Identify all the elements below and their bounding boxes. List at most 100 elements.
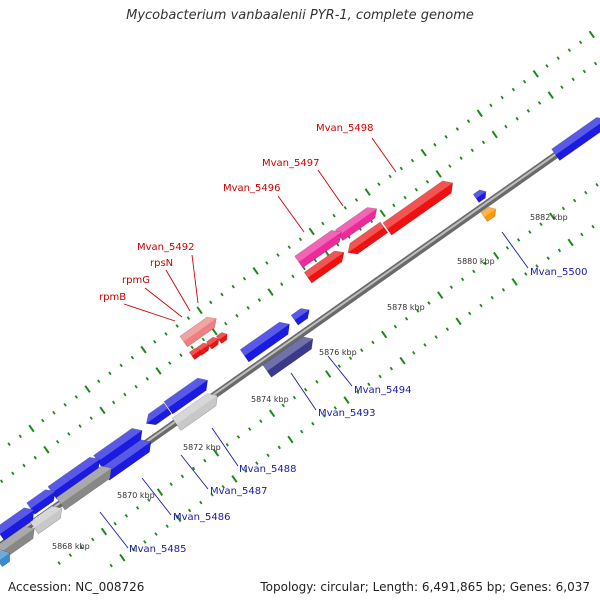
tick-mark xyxy=(315,379,319,384)
tick-mark xyxy=(528,230,532,234)
gene-mvan-5496b[interactable] xyxy=(344,221,389,258)
gene-label-mvan-5500[interactable]: Mvan_5500 xyxy=(530,267,587,278)
gene-mvan-5486a[interactable] xyxy=(47,453,104,500)
gene-mvan-5485-shine xyxy=(29,506,62,528)
gene-mvan-5490[interactable] xyxy=(163,374,212,415)
gene-mvan-5497[interactable] xyxy=(335,203,380,241)
leader-line xyxy=(141,477,172,516)
tick-mark xyxy=(259,419,263,424)
tick-mark xyxy=(304,387,308,392)
gene-mvan-5496[interactable] xyxy=(294,226,346,269)
tick-mark xyxy=(211,327,218,336)
gene-rpmb-b[interactable] xyxy=(215,330,229,344)
tick-mark xyxy=(371,340,375,345)
kbp-label: 5882 kbp xyxy=(530,213,568,222)
gene-mvan-5494b[interactable] xyxy=(290,305,313,326)
tick-mark xyxy=(483,261,487,266)
tick-mark xyxy=(199,500,203,505)
gene-mvan-5490-shine xyxy=(164,378,208,408)
gene-mvan-5493[interactable] xyxy=(262,333,317,378)
tick-mark xyxy=(130,355,135,360)
tick-mark xyxy=(526,109,530,113)
tick-mark xyxy=(588,30,595,39)
gene-label-mvan-5486[interactable]: Mvan_5486 xyxy=(173,512,230,523)
tick-mark xyxy=(113,521,117,526)
tick-mark xyxy=(255,461,259,465)
tick-mark xyxy=(308,227,315,236)
gene-mvan-5489[interactable] xyxy=(143,402,172,429)
gene-mvan-5496c[interactable] xyxy=(303,247,347,284)
tick-mark xyxy=(276,253,280,257)
gene-mvan-5500a-shine xyxy=(473,189,486,199)
gene-label-mvan-5492[interactable]: Mvan_5492 xyxy=(137,242,194,253)
leader-line xyxy=(317,169,344,207)
tick-mark xyxy=(545,64,549,68)
gene-rpmb[interactable] xyxy=(188,346,202,360)
gene-label-mvan-5487[interactable]: Mvan_5487 xyxy=(210,486,267,497)
gene-mvan-5489-shine xyxy=(146,403,168,424)
tick-mark xyxy=(67,432,71,436)
leader-line xyxy=(165,269,191,312)
tick-mark xyxy=(455,127,459,131)
gene-mvan-5483[interactable] xyxy=(0,547,14,568)
gene-label-mvan-5497[interactable]: Mvan_5497 xyxy=(262,158,319,169)
tick-mark xyxy=(459,156,463,160)
gene-label-rpmb[interactable]: rpmB xyxy=(99,292,126,303)
gene-label-mvan-5496[interactable]: Mvan_5496 xyxy=(223,183,280,194)
gene-label-mvan-5498[interactable]: Mvan_5498 xyxy=(316,123,373,134)
tick-mark xyxy=(84,385,91,393)
tick-mark xyxy=(313,258,318,263)
gene-mvan-5500a[interactable] xyxy=(472,187,489,203)
tick-mark xyxy=(539,222,543,227)
gene-mvan-5500[interactable] xyxy=(480,204,499,222)
tick-mark xyxy=(246,306,250,310)
gene-mvan-5496-shine xyxy=(294,230,342,262)
tick-mark xyxy=(449,285,454,290)
tick-mark xyxy=(280,282,284,287)
tick-mark xyxy=(571,77,575,82)
tick-mark xyxy=(300,429,304,434)
tick-mark xyxy=(433,142,437,147)
gene-mvan-5501-shine xyxy=(551,117,600,155)
gene-mvan-5486[interactable] xyxy=(55,462,115,511)
tick-mark xyxy=(337,364,341,368)
tick-mark xyxy=(381,330,388,339)
tick-mark xyxy=(145,376,149,381)
gene-mvan-5494[interactable] xyxy=(239,318,294,363)
tick-mark xyxy=(155,367,162,375)
tick-mark xyxy=(22,463,26,468)
gene-mvan-5492[interactable] xyxy=(179,313,220,348)
gene-label-rpsn[interactable]: rpsN xyxy=(150,258,173,269)
leader-line xyxy=(191,254,199,304)
tick-mark xyxy=(448,164,452,168)
tick-mark xyxy=(231,284,235,289)
leader-line xyxy=(371,137,397,173)
gene-label-mvan-5485[interactable]: Mvan_5485 xyxy=(129,544,186,555)
gene-rpmg[interactable] xyxy=(206,335,222,350)
gene-mvan-5488-shine xyxy=(172,393,218,425)
tick-mark xyxy=(333,406,337,410)
tick-mark xyxy=(236,435,241,439)
tick-mark xyxy=(165,524,169,529)
tick-mark xyxy=(468,311,472,316)
gene-mvan-5498[interactable] xyxy=(382,177,457,236)
gene-label-mvan-5494[interactable]: Mvan_5494 xyxy=(354,385,411,396)
leader-line xyxy=(290,372,317,411)
gene-mvan-5487a[interactable] xyxy=(93,424,147,469)
tick-mark xyxy=(292,395,297,400)
gene-label-mvan-5488[interactable]: Mvan_5488 xyxy=(239,464,296,475)
gene-label-rpmg[interactable]: rpmG xyxy=(122,275,150,286)
gene-label-mvan-5493[interactable]: Mvan_5493 xyxy=(318,408,375,419)
tick-mark xyxy=(143,540,147,544)
tick-mark xyxy=(168,361,172,365)
tick-mark xyxy=(343,396,350,404)
tick-mark xyxy=(63,402,67,407)
tick-mark xyxy=(557,248,562,253)
gene-rpmb-shine xyxy=(189,348,201,356)
gene-mvan-5501[interactable] xyxy=(551,113,600,161)
gene-mvan-5485[interactable] xyxy=(29,502,66,535)
tick-mark xyxy=(423,343,427,347)
gene-mvan-5484[interactable] xyxy=(0,504,38,541)
gene-mvan-5488[interactable] xyxy=(171,389,222,431)
